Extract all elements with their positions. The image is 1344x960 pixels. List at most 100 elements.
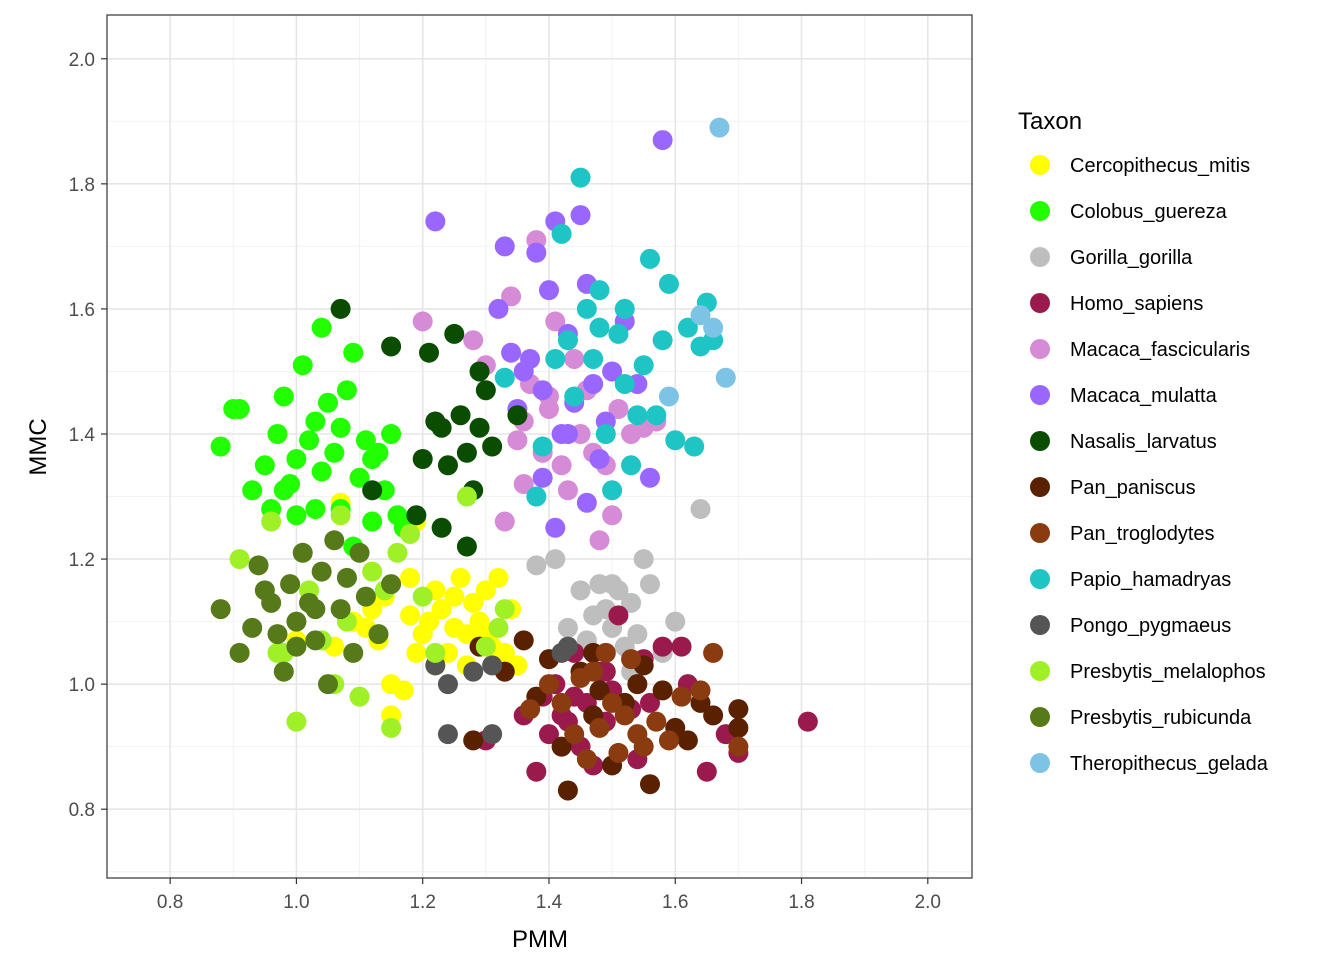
point-pan-troglodytes xyxy=(728,736,749,757)
point-pan-troglodytes xyxy=(564,724,585,745)
point-nasalis-larvatus xyxy=(431,417,452,438)
point-colobus-guereza xyxy=(229,398,250,419)
point-pan-troglodytes xyxy=(583,661,604,682)
x-tick-label: 1.4 xyxy=(536,892,563,913)
point-colobus-guereza xyxy=(286,505,307,526)
point-nasalis-larvatus xyxy=(330,298,351,319)
point-macaca-mulatta xyxy=(576,492,597,513)
point-colobus-guereza xyxy=(273,386,294,407)
point-presbytis-melalophos xyxy=(494,599,515,620)
point-papio-hamadryas xyxy=(646,405,667,426)
point-nasalis-larvatus xyxy=(362,480,383,501)
point-cercopithecus-mitis xyxy=(400,605,421,626)
point-macaca-fascicularis xyxy=(501,286,522,307)
point-theropithecus-gelada xyxy=(709,117,730,138)
point-papio-hamadryas xyxy=(627,405,648,426)
point-presbytis-rubicunda xyxy=(229,642,250,663)
point-presbytis-melalophos xyxy=(425,642,446,663)
point-macaca-fascicularis xyxy=(589,530,610,551)
point-colobus-guereza xyxy=(242,480,263,501)
point-gorilla-gorilla xyxy=(557,617,578,638)
point-theropithecus-gelada xyxy=(715,367,736,388)
point-presbytis-melalophos xyxy=(400,524,421,545)
point-presbytis-rubicunda xyxy=(273,661,294,682)
y-tick-label: 1.0 xyxy=(69,675,95,696)
point-cercopithecus-mitis xyxy=(393,680,414,701)
point-cercopithecus-mitis xyxy=(419,611,440,632)
point-macaca-fascicularis xyxy=(513,474,534,495)
point-papio-hamadryas xyxy=(557,330,578,351)
point-nasalis-larvatus xyxy=(456,536,477,557)
point-pan-paniscus xyxy=(551,736,572,757)
point-papio-hamadryas xyxy=(633,355,654,376)
point-presbytis-melalophos xyxy=(267,642,288,663)
point-presbytis-rubicunda xyxy=(330,599,351,620)
point-macaca-mulatta xyxy=(545,517,566,538)
point-macaca-mulatta xyxy=(602,361,623,382)
point-macaca-mulatta xyxy=(557,423,578,444)
point-nasalis-larvatus xyxy=(456,442,477,463)
point-pan-troglodytes xyxy=(538,674,559,695)
point-pan-paniscus xyxy=(677,730,698,751)
legend-title: Taxon xyxy=(1018,108,1082,135)
point-papio-hamadryas xyxy=(614,373,635,394)
point-macaca-mulatta xyxy=(425,211,446,232)
legend-key-colobus-guereza xyxy=(1030,201,1050,221)
point-papio-hamadryas xyxy=(583,348,604,369)
point-presbytis-rubicunda xyxy=(368,624,389,645)
point-presbytis-rubicunda xyxy=(311,561,332,582)
point-colobus-guereza xyxy=(381,423,402,444)
point-presbytis-melalophos xyxy=(488,617,509,638)
point-pan-troglodytes xyxy=(602,692,623,713)
point-presbytis-rubicunda xyxy=(280,574,301,595)
point-papio-hamadryas xyxy=(570,167,591,188)
point-colobus-guereza xyxy=(330,417,351,438)
point-macaca-mulatta xyxy=(652,130,673,151)
point-pan-troglodytes xyxy=(608,742,629,763)
point-nasalis-larvatus xyxy=(507,405,528,426)
legend-label-pan-paniscus: Pan_paniscus xyxy=(1070,477,1196,499)
point-macaca-fascicularis xyxy=(545,311,566,332)
point-colobus-guereza xyxy=(336,380,357,401)
point-macaca-mulatta xyxy=(526,242,547,263)
point-nasalis-larvatus xyxy=(469,417,490,438)
point-gorilla-gorilla xyxy=(621,592,642,613)
point-pan-paniscus xyxy=(463,730,484,751)
point-pongo-pygmaeus xyxy=(437,674,458,695)
point-pan-troglodytes xyxy=(595,642,616,663)
point-presbytis-melalophos xyxy=(261,511,282,532)
point-nasalis-larvatus xyxy=(437,455,458,476)
y-axis-ticks: 0.8 1.0 1.2 1.4 1.6 1.8 2.0 xyxy=(69,50,107,821)
point-presbytis-melalophos xyxy=(349,686,370,707)
y-tick-label: 1.4 xyxy=(69,425,96,446)
point-macaca-mulatta xyxy=(501,342,522,363)
point-cercopithecus-mitis xyxy=(494,642,515,663)
point-gorilla-gorilla xyxy=(602,574,623,595)
point-presbytis-rubicunda xyxy=(336,567,357,588)
point-pan-troglodytes xyxy=(551,692,572,713)
point-colobus-guereza xyxy=(273,480,294,501)
point-colobus-guereza xyxy=(362,511,383,532)
point-papio-hamadryas xyxy=(545,348,566,369)
point-gorilla-gorilla xyxy=(665,611,686,632)
point-gorilla-gorilla xyxy=(545,549,566,570)
y-tick-label: 1.6 xyxy=(69,300,95,321)
point-gorilla-gorilla xyxy=(690,499,711,520)
point-pan-troglodytes xyxy=(589,717,610,738)
y-tick-label: 0.8 xyxy=(69,800,95,821)
point-papio-hamadryas xyxy=(589,317,610,338)
legend-key-gorilla-gorilla xyxy=(1030,247,1050,267)
point-homo-sapiens xyxy=(526,761,547,782)
x-tick-label: 1.2 xyxy=(409,892,435,913)
point-presbytis-rubicunda xyxy=(343,642,364,663)
point-presbytis-rubicunda xyxy=(286,611,307,632)
point-nasalis-larvatus xyxy=(475,380,496,401)
point-cercopithecus-mitis xyxy=(456,624,477,645)
x-tick-label: 0.8 xyxy=(157,892,183,913)
legend-label-colobus-guereza: Colobus_guereza xyxy=(1070,201,1228,223)
legend-key-macaca-fascicularis xyxy=(1030,339,1050,359)
point-colobus-guereza xyxy=(210,436,231,457)
point-presbytis-rubicunda xyxy=(349,542,370,563)
point-papio-hamadryas xyxy=(595,423,616,444)
point-nasalis-larvatus xyxy=(444,323,465,344)
